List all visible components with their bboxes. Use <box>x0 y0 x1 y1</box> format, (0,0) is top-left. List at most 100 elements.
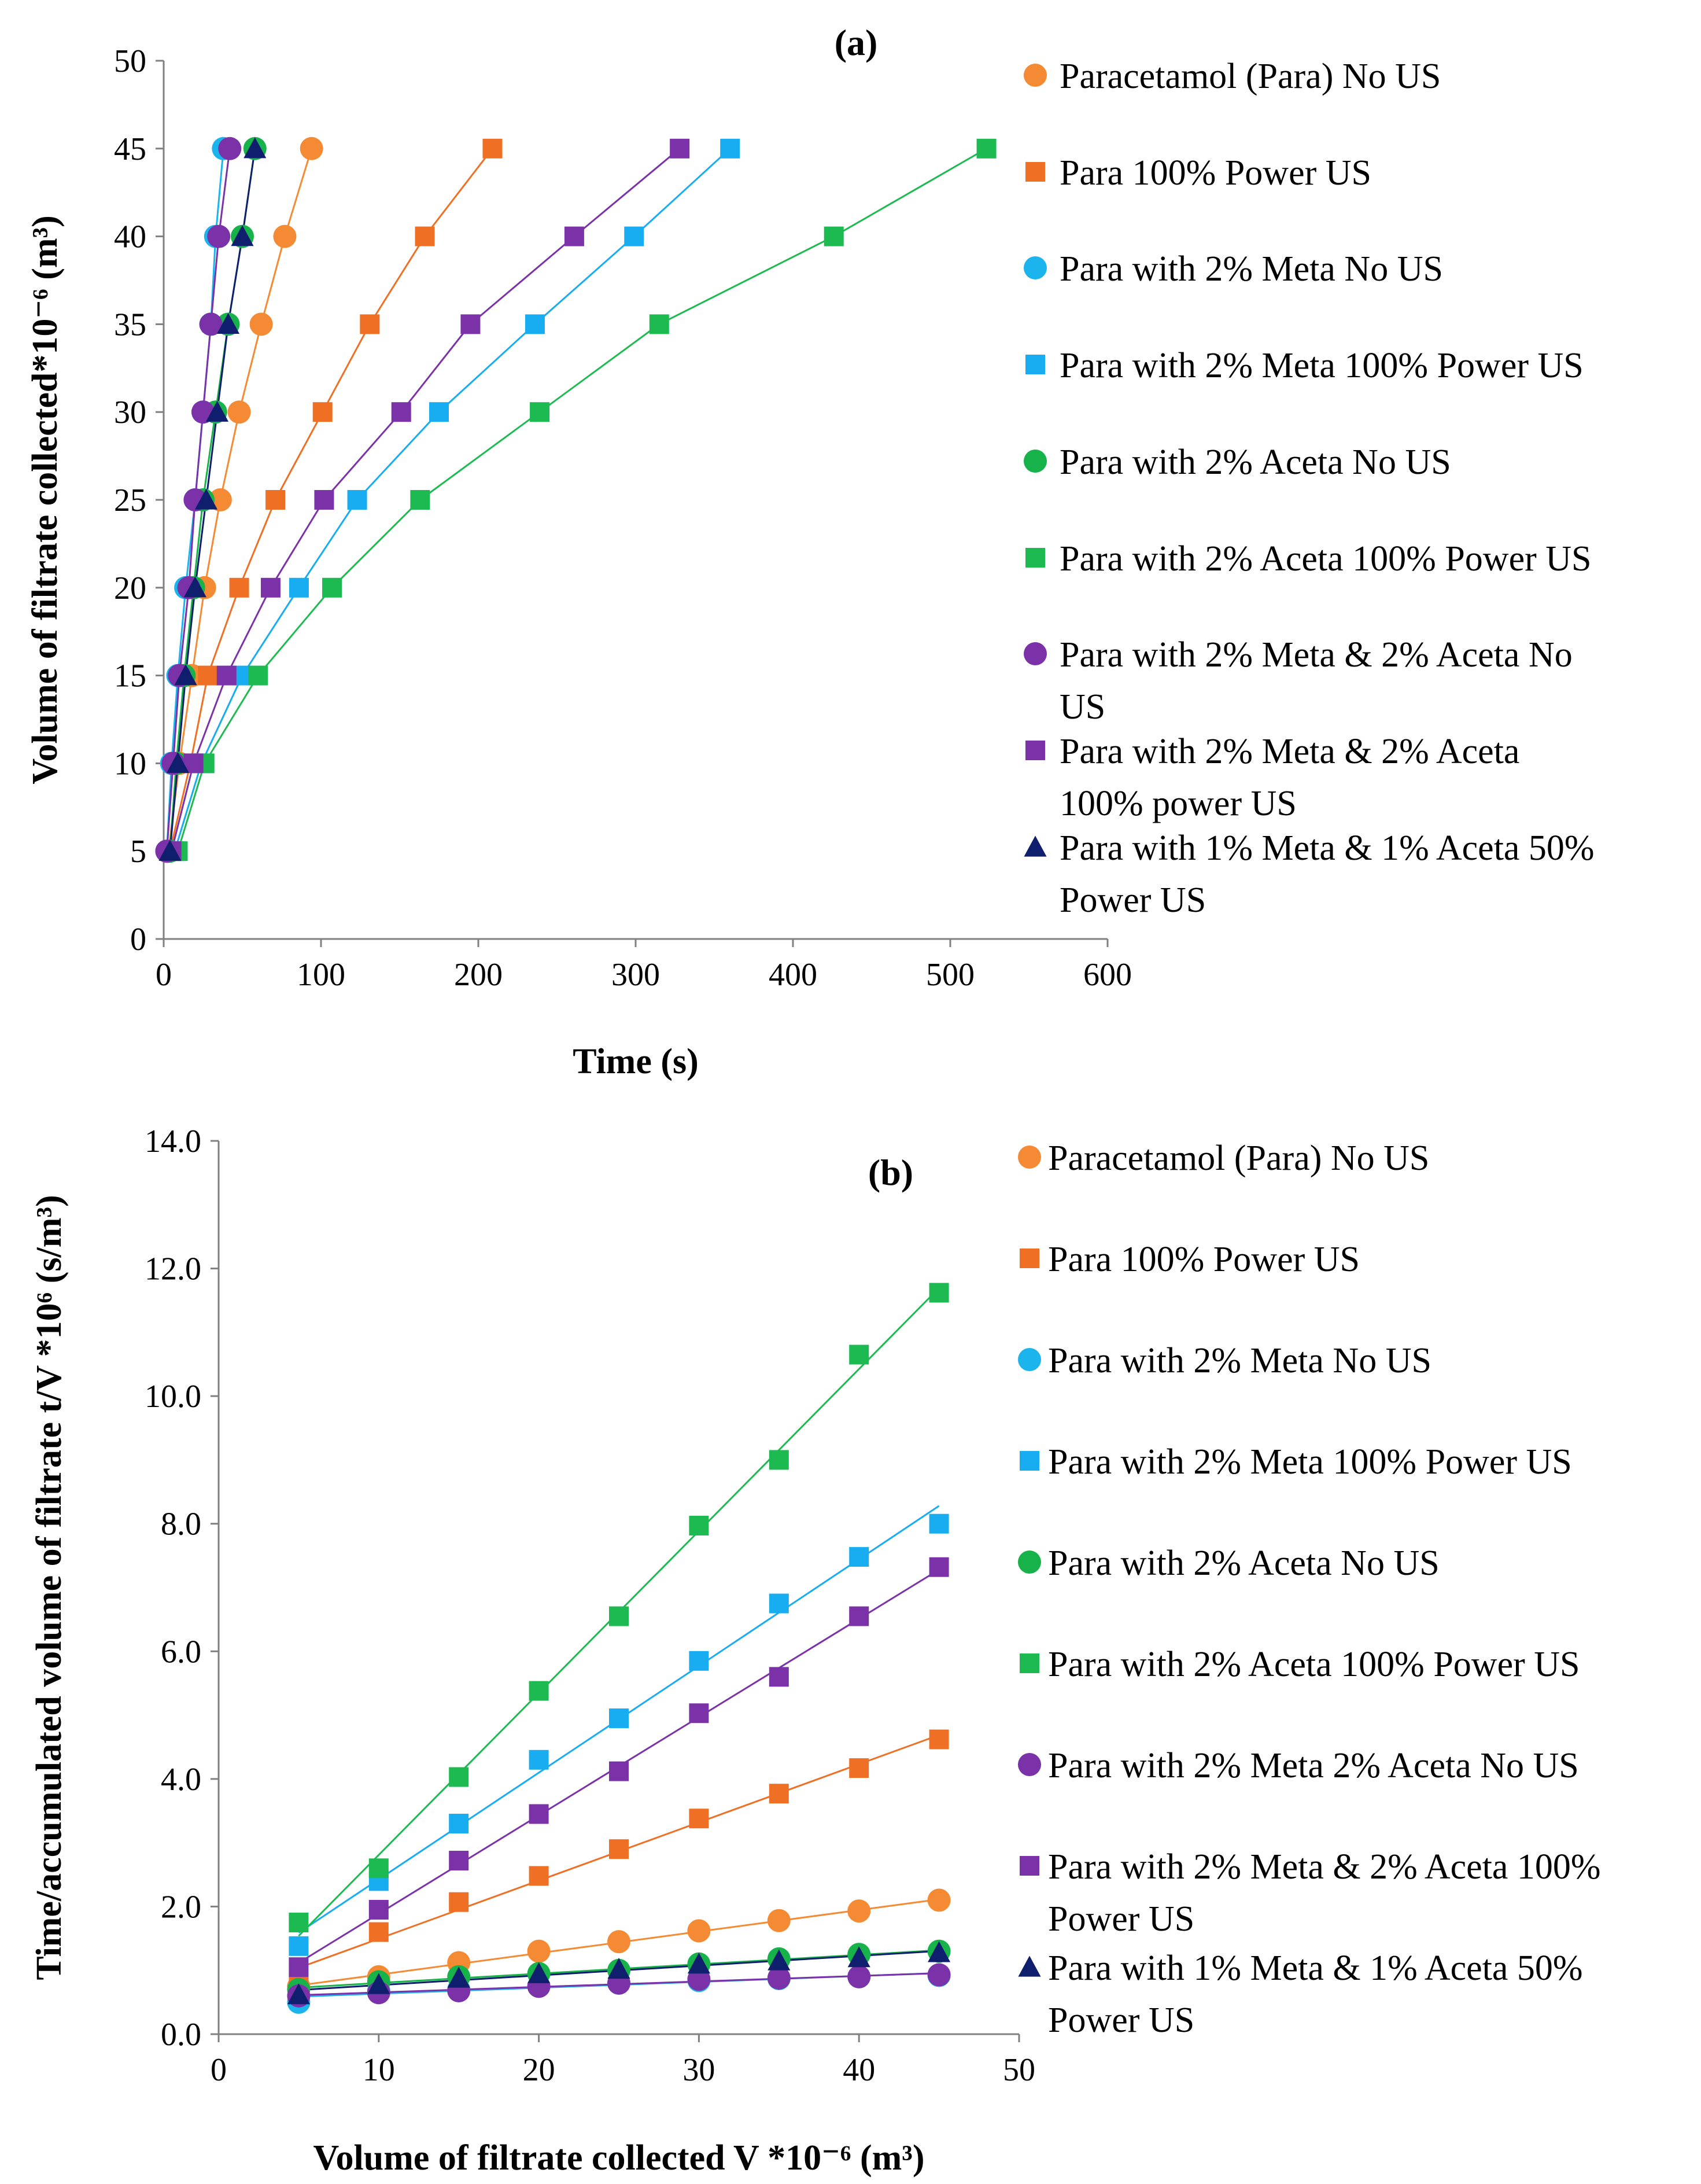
data-point-series-8 <box>564 226 584 246</box>
legend-label-8: Para with 2% Meta & 2% Aceta <box>1060 732 1519 771</box>
data-point-series-9 <box>205 400 229 422</box>
data-point-series-7 <box>199 312 223 336</box>
trend-line-4 <box>174 148 731 852</box>
chart-b-markers <box>287 1283 951 2014</box>
legend-marker-8 <box>1025 741 1045 760</box>
data-point-series-4 <box>849 1547 869 1567</box>
data-point-series-4 <box>689 1651 709 1671</box>
data-point-series-6 <box>289 1913 309 1932</box>
data-point-series-8 <box>929 1557 949 1577</box>
data-point-series-6 <box>322 577 342 598</box>
data-point-series-9 <box>166 752 190 774</box>
data-point-series-2 <box>769 1784 789 1804</box>
legend-marker-6 <box>1025 548 1045 568</box>
data-point-series-6 <box>410 490 430 510</box>
y-tick-label: 40 <box>114 219 146 255</box>
data-point-series-4 <box>720 138 740 159</box>
data-point-series-6 <box>609 1606 629 1626</box>
data-point-series-8 <box>849 1606 869 1626</box>
data-point-series-9 <box>216 312 240 334</box>
y-tick-label: 5 <box>130 834 146 870</box>
data-point-series-6 <box>976 138 997 159</box>
legend-label-9: Power US <box>1060 881 1206 920</box>
chart-a-ticks: 0 100 200 300 400 500 600 0 5 10 15 20 25 30 35 40 45 50 <box>114 43 1132 993</box>
chart-a-legend: Paracetamol (Para) No US Para 100% Power… <box>1024 57 1595 920</box>
x-tick-label: 600 <box>1083 957 1132 993</box>
x-tick-label: 0 <box>156 957 172 993</box>
legend-label-8: Para with 2% Meta & 2% Aceta 100% <box>1048 1847 1601 1887</box>
data-point-series-9 <box>447 1966 470 1988</box>
data-point-series-9 <box>928 1941 951 1962</box>
legend-label-5: Para with 2% Aceta No US <box>1060 443 1451 482</box>
y-tick-label: 2.0 <box>161 1889 201 1925</box>
data-point-series-2 <box>482 138 503 159</box>
legend-marker-4 <box>1020 1451 1039 1471</box>
chart-a-markers <box>155 137 997 863</box>
data-point-series-1 <box>607 1930 630 1954</box>
legend-label-9: Para with 1% Meta & 1% Aceta 50% <box>1060 828 1595 868</box>
data-point-series-1 <box>927 1888 951 1912</box>
data-point-series-4 <box>289 577 309 598</box>
legend-marker-2 <box>1025 162 1045 182</box>
data-point-series-8 <box>449 1851 469 1871</box>
data-point-series-8 <box>609 1761 629 1781</box>
data-point-series-4 <box>929 1513 949 1534</box>
data-point-series-2 <box>265 490 286 510</box>
legend-marker-1 <box>1018 1146 1041 1169</box>
x-tick-label: 500 <box>926 957 975 993</box>
data-point-series-2 <box>198 665 218 686</box>
data-point-series-7 <box>847 1965 871 1988</box>
y-tick-label: 10 <box>114 746 146 782</box>
y-tick-label: 45 <box>114 131 146 167</box>
y-tick-label: 20 <box>114 570 146 606</box>
y-tick-label: 14.0 <box>145 1124 201 1159</box>
legend-label-4: Para with 2% Meta 100% Power US <box>1048 1442 1572 1482</box>
legend-label-5: Para with 2% Aceta No US <box>1048 1544 1440 1583</box>
data-point-series-1 <box>227 400 251 424</box>
data-point-series-9 <box>194 488 217 510</box>
legend-marker-5 <box>1018 1550 1041 1574</box>
data-point-series-7 <box>767 1966 791 1990</box>
legend-label-4: Para with 2% Meta 100% Power US <box>1060 346 1584 385</box>
x-tick-label: 300 <box>611 957 660 993</box>
data-point-series-6 <box>824 226 844 246</box>
y-tick-label: 6.0 <box>161 1634 201 1670</box>
chart-b-panel-label: (b) <box>868 1152 913 1193</box>
data-point-series-9 <box>231 225 254 246</box>
trend-line-6 <box>177 148 987 852</box>
y-tick-label: 35 <box>114 307 146 342</box>
data-point-series-9 <box>768 1949 791 1971</box>
data-point-series-9 <box>367 1973 390 1994</box>
legend-marker-3 <box>1024 256 1047 279</box>
legend-label-7: Para with 2% Meta & 2% Aceta No <box>1060 635 1573 675</box>
chart-b: 0 10 20 30 40 50 0.0 2.0 4.0 6.0 8.0 10.0 12.0 14.0 (… <box>29 1124 1601 2178</box>
legend-marker-4 <box>1025 355 1045 374</box>
y-tick-label: 12.0 <box>145 1251 201 1287</box>
legend-marker-6 <box>1020 1653 1039 1673</box>
data-point-series-1 <box>527 1939 551 1963</box>
data-point-series-9 <box>287 1983 310 2005</box>
y-tick-label: 15 <box>114 658 146 694</box>
data-point-series-6 <box>849 1345 869 1365</box>
x-tick-label: 400 <box>769 957 817 993</box>
data-point-series-4 <box>429 402 449 422</box>
legend-label-6: Para with 2% Aceta 100% Power US <box>1060 539 1592 579</box>
data-point-series-4 <box>769 1593 789 1614</box>
legend-label-7: US <box>1060 687 1105 727</box>
x-tick-label: 30 <box>682 2052 715 2088</box>
legend-marker-3 <box>1018 1348 1041 1371</box>
data-point-series-8 <box>368 1899 389 1920</box>
legend-label-3: Para with 2% Meta No US <box>1048 1341 1431 1380</box>
legend-label-9: Power US <box>1048 2001 1194 2040</box>
x-tick-label: 100 <box>297 957 345 993</box>
data-point-series-9 <box>527 1962 551 1983</box>
data-point-series-1 <box>687 1919 711 1943</box>
data-point-series-4 <box>609 1708 629 1729</box>
x-tick-label: 0 <box>211 2052 227 2088</box>
y-tick-label: 4.0 <box>161 1762 201 1798</box>
x-tick-label: 20 <box>523 2052 555 2088</box>
data-point-series-8 <box>689 1703 709 1723</box>
data-point-series-9 <box>687 1953 710 1974</box>
data-point-series-6 <box>368 1858 389 1879</box>
legend-label-3: Para with 2% Meta No US <box>1060 249 1443 289</box>
